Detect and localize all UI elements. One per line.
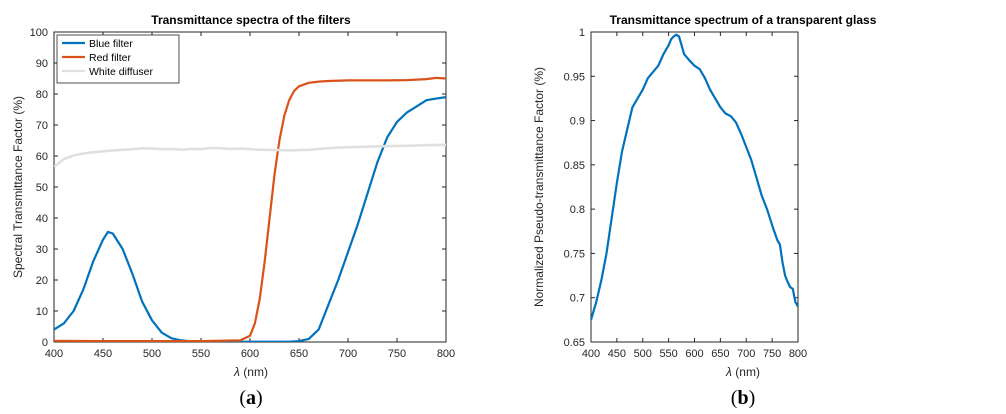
legend-entry: Red filter <box>89 52 132 64</box>
y-tick-label: 60 <box>36 151 48 163</box>
x-tick-label: 800 <box>789 348 807 360</box>
x-tick-label: 600 <box>685 348 703 360</box>
y-tick-label: 0.9 <box>570 116 585 128</box>
x-tick-label: 750 <box>388 348 406 360</box>
x-tick-label: 400 <box>582 348 600 360</box>
y-tick-label: 50 <box>36 182 48 194</box>
y-tick-label: 0.95 <box>564 71 585 83</box>
x-axis-label: λ (nm) <box>233 365 268 379</box>
x-axis-label: λ (nm) <box>725 365 760 379</box>
x-tick-label: 550 <box>192 348 210 360</box>
x-tick-label: 500 <box>634 348 652 360</box>
series-line-white-diffuser <box>54 143 446 168</box>
legend-entry: White diffuser <box>89 66 154 78</box>
y-tick-label: 80 <box>36 89 48 101</box>
y-tick-label: 0.8 <box>570 204 585 216</box>
x-tick-label: 650 <box>711 348 729 360</box>
x-tick-label: 400 <box>45 348 63 360</box>
y-tick-label: 0.7 <box>570 293 585 305</box>
x-tick-label: 500 <box>143 348 161 360</box>
chart-title: Transmittance spectrum of a transparent … <box>610 13 877 27</box>
y-axis-label: Spectral Transmittance Factor (%) <box>11 96 25 278</box>
y-axis-label: Normalized Pseudo-transmittance Factor (… <box>532 67 546 307</box>
series-line-blue-filter <box>54 96 446 342</box>
x-tick-label: 550 <box>659 348 677 360</box>
x-tick-label: 600 <box>241 348 259 360</box>
y-tick-label: 100 <box>30 27 48 39</box>
glass-transmittance-chart: Transmittance spectrum of a transparent … <box>532 13 877 409</box>
panel-label: (b) <box>731 387 755 409</box>
x-tick-label: 650 <box>290 348 308 360</box>
panel-label: (a) <box>239 387 262 409</box>
x-tick-label: 700 <box>737 348 755 360</box>
y-tick-label: 0.65 <box>564 337 585 349</box>
axes: 400 450 500 550 600 650 700 750 800 0 10 20 30 40 50 60… <box>30 27 456 360</box>
legend-entry: Blue filter <box>89 38 133 50</box>
x-tick-label: 800 <box>437 348 455 360</box>
legend: Blue filter Red filter White diffuser <box>56 34 180 84</box>
chart-title: Transmittance spectra of the filters <box>151 13 351 27</box>
y-tick-label: 90 <box>36 58 48 70</box>
series-line-red-filter <box>54 76 446 342</box>
y-tick-label: 40 <box>36 213 48 225</box>
y-tick-label: 20 <box>36 275 48 287</box>
y-tick-label: 30 <box>36 244 48 256</box>
series-line-glass <box>591 33 798 321</box>
x-tick-label: 450 <box>94 348 112 360</box>
x-tick-label: 450 <box>608 348 626 360</box>
y-tick-label: 0 <box>42 337 48 349</box>
x-tick-label: 700 <box>339 348 357 360</box>
plot-area <box>591 33 798 321</box>
y-tick-label: 70 <box>36 120 48 132</box>
y-tick-label: 10 <box>36 306 48 318</box>
y-tick-label: 1 <box>579 27 585 39</box>
y-tick-label: 0.75 <box>564 248 585 260</box>
x-tick-label: 750 <box>763 348 781 360</box>
y-tick-label: 0.85 <box>564 160 585 172</box>
plot-area <box>54 76 446 342</box>
axes: 400 450 500 550 600 650 700 750 800 0.65 0.7 0.75 0.… <box>564 27 808 360</box>
filters-transmittance-chart: Transmittance spectra of the filters 400… <box>11 13 455 409</box>
